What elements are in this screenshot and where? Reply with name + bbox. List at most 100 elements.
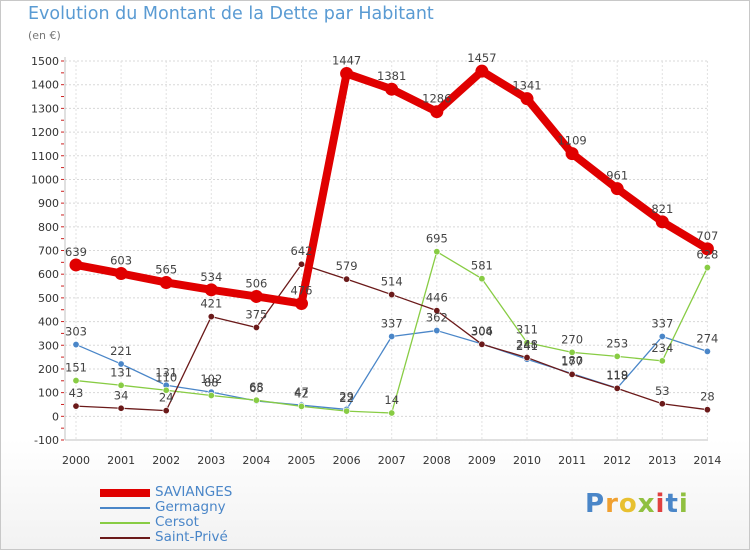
data-label: 1447 bbox=[332, 54, 361, 68]
data-point bbox=[117, 360, 125, 368]
data-point bbox=[703, 347, 711, 355]
data-label: 565 bbox=[155, 262, 177, 276]
x-tick-label: 2003 bbox=[197, 454, 225, 467]
data-point bbox=[610, 182, 624, 196]
x-tick-label: 2001 bbox=[107, 454, 135, 467]
data-point bbox=[72, 377, 80, 385]
data-label: 446 bbox=[426, 291, 448, 305]
data-label: 1286 bbox=[422, 92, 451, 106]
y-tick-label: 300 bbox=[38, 339, 59, 352]
data-point bbox=[565, 147, 579, 161]
data-label: 248 bbox=[516, 338, 538, 352]
data-label: 177 bbox=[561, 354, 583, 368]
legend-swatch bbox=[100, 489, 150, 497]
legend-label: SAVIANGES bbox=[155, 484, 233, 500]
x-tick-label: 2004 bbox=[242, 454, 270, 467]
legend-label: Saint-Privé bbox=[155, 529, 228, 545]
data-point bbox=[703, 264, 711, 272]
data-label: 306 bbox=[471, 324, 493, 338]
data-point bbox=[207, 391, 215, 399]
data-point bbox=[658, 332, 666, 340]
x-tick-label: 2012 bbox=[603, 454, 631, 467]
data-label: 234 bbox=[651, 341, 673, 355]
y-tick-label: 1100 bbox=[31, 150, 59, 163]
logo-letter: o bbox=[618, 489, 638, 519]
data-label: 131 bbox=[110, 365, 132, 379]
data-point bbox=[703, 406, 711, 414]
unit-label: (en €) bbox=[28, 29, 61, 42]
data-label: 579 bbox=[336, 259, 358, 273]
data-label: 118 bbox=[606, 368, 628, 382]
data-label: 274 bbox=[696, 331, 718, 345]
data-point bbox=[114, 266, 128, 280]
x-tick-label: 2005 bbox=[288, 454, 316, 467]
x-tick-label: 2000 bbox=[62, 454, 90, 467]
data-label: 119 bbox=[606, 368, 628, 382]
data-label: 506 bbox=[245, 276, 267, 290]
data-label: 603 bbox=[110, 253, 132, 267]
data-label: 375 bbox=[245, 307, 267, 321]
data-label: 337 bbox=[381, 316, 403, 330]
data-point bbox=[613, 384, 621, 392]
x-tick-label: 2010 bbox=[513, 454, 541, 467]
data-point bbox=[568, 370, 576, 378]
data-point bbox=[475, 64, 489, 78]
data-point bbox=[700, 242, 714, 256]
x-tick-label: 2008 bbox=[423, 454, 451, 467]
data-point bbox=[343, 407, 351, 415]
legend-swatch bbox=[100, 507, 150, 509]
data-label: 1109 bbox=[557, 134, 586, 148]
data-label: 65 bbox=[249, 381, 264, 395]
x-tick-label: 2006 bbox=[333, 454, 361, 467]
chart-title: Evolution du Montant de la Dette par Hab… bbox=[28, 4, 434, 24]
logo-letter: i bbox=[678, 489, 689, 519]
y-tick-label: 1300 bbox=[31, 102, 59, 115]
data-point bbox=[117, 381, 125, 389]
data-point bbox=[655, 215, 669, 229]
data-point bbox=[297, 402, 305, 410]
data-label: 53 bbox=[655, 384, 670, 398]
data-point bbox=[295, 297, 308, 311]
y-tick-label: 1400 bbox=[31, 79, 59, 92]
data-point bbox=[162, 386, 170, 394]
data-label: 29 bbox=[339, 389, 354, 403]
data-point bbox=[72, 341, 80, 349]
data-label: 241 bbox=[516, 339, 538, 353]
y-tick-label: 1500 bbox=[31, 55, 59, 68]
data-point bbox=[388, 291, 396, 299]
y-tick-label: 900 bbox=[38, 197, 59, 210]
data-point bbox=[478, 340, 486, 348]
data-label: 102 bbox=[200, 372, 222, 386]
data-label: 628 bbox=[696, 248, 718, 262]
proxiti-logo: Proxiti bbox=[585, 489, 689, 519]
y-tick-label: 200 bbox=[38, 363, 59, 376]
y-tick-label: 700 bbox=[38, 245, 59, 258]
data-label: 24 bbox=[159, 391, 174, 405]
data-point bbox=[520, 92, 534, 106]
y-tick-label: 400 bbox=[38, 316, 59, 329]
data-label: 42 bbox=[294, 386, 309, 400]
x-tick-label: 2002 bbox=[152, 454, 180, 467]
data-label: 28 bbox=[700, 390, 715, 404]
data-label: 22 bbox=[339, 391, 354, 405]
logo-letter: i bbox=[655, 489, 666, 519]
data-point bbox=[658, 357, 666, 365]
logo-letter: x bbox=[637, 489, 656, 519]
data-point bbox=[207, 313, 215, 321]
data-point bbox=[430, 105, 444, 119]
data-point bbox=[297, 260, 305, 268]
data-point bbox=[69, 258, 83, 272]
data-label: 476 bbox=[291, 284, 313, 298]
logo-letter: r bbox=[605, 489, 619, 519]
x-tick-label: 2014 bbox=[693, 454, 721, 467]
data-point bbox=[249, 289, 263, 303]
data-label: 14 bbox=[384, 393, 399, 407]
data-label: 47 bbox=[294, 385, 309, 399]
data-point bbox=[388, 409, 396, 417]
x-tick-label: 2009 bbox=[468, 454, 496, 467]
data-label: 151 bbox=[65, 361, 87, 375]
data-label: 1381 bbox=[377, 69, 406, 83]
data-point bbox=[478, 275, 486, 283]
data-label: 534 bbox=[200, 270, 222, 284]
